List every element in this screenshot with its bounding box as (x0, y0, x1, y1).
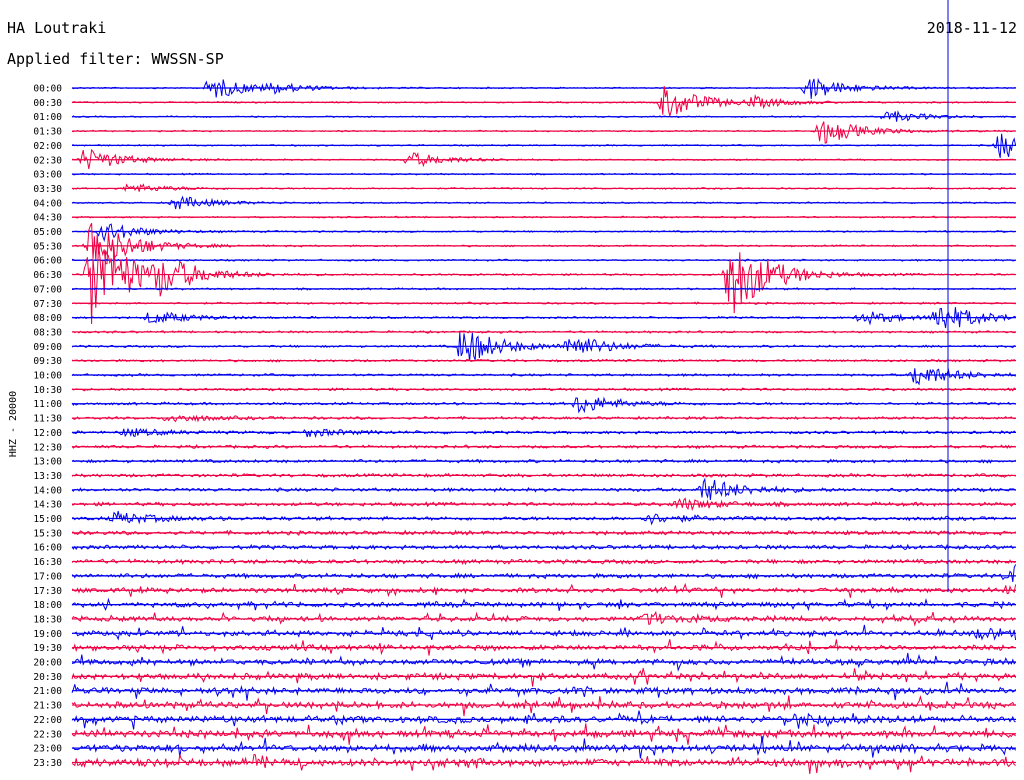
row-label: 19:30 (33, 643, 62, 654)
trace-row (71, 414, 1016, 423)
trace-row (71, 624, 1017, 641)
trace-row (71, 753, 1016, 775)
row-label: 22:00 (33, 715, 62, 726)
row-label: 18:30 (33, 614, 62, 625)
row-label: 00:30 (33, 98, 62, 109)
row-label: 09:00 (33, 342, 62, 353)
row-label: 01:30 (33, 127, 62, 138)
trace-row (71, 710, 1016, 730)
row-label: 20:00 (33, 658, 62, 669)
row-label: 02:30 (33, 155, 62, 166)
row-label: 10:00 (33, 371, 62, 382)
station-title: HA Loutraki (7, 19, 107, 37)
row-label: 05:00 (33, 227, 62, 238)
trace-row (71, 736, 1017, 759)
row-label: 21:30 (33, 701, 62, 712)
row-label: 20:30 (33, 672, 62, 683)
row-label: 10:30 (33, 385, 62, 396)
row-label: 05:30 (33, 241, 62, 252)
trace-row (71, 77, 1016, 99)
trace-row (71, 121, 1016, 144)
row-label: 15:30 (33, 528, 62, 539)
row-label: 06:00 (33, 256, 62, 267)
row-label: 16:30 (33, 557, 62, 568)
row-label: 08:30 (33, 327, 62, 338)
row-label: 11:00 (33, 399, 62, 410)
row-label: 14:30 (33, 500, 62, 511)
row-label: 03:00 (33, 170, 62, 181)
row-label: 02:00 (33, 141, 62, 152)
row-label: 04:00 (33, 198, 62, 209)
row-label: 23:00 (33, 744, 62, 755)
trace-row (71, 510, 1016, 526)
row-label: 12:00 (33, 428, 62, 439)
row-label: 17:30 (33, 586, 62, 597)
trace-row (71, 582, 1017, 598)
seismogram-traces (71, 77, 1017, 775)
trace-row (71, 667, 1017, 687)
row-label: 22:30 (33, 729, 62, 740)
date-label: 2018-11-12 (926, 19, 1017, 37)
trace-row (71, 367, 1016, 386)
row-label: 04:30 (33, 213, 62, 224)
row-label: 08:00 (33, 313, 62, 324)
trace-row (71, 681, 1017, 701)
trace-row (71, 497, 1016, 512)
row-label: 12:30 (33, 442, 62, 453)
row-label: 15:00 (33, 514, 62, 525)
row-label: 03:30 (33, 184, 62, 195)
row-label: 13:30 (33, 471, 62, 482)
row-label: 16:00 (33, 543, 62, 554)
row-label: 23:30 (33, 758, 62, 769)
row-label: 00:00 (33, 84, 62, 95)
trace-row (71, 222, 1016, 265)
row-label: 14:00 (33, 485, 62, 496)
trace-row (71, 307, 1016, 329)
trace-row (71, 243, 1016, 325)
trace-row (71, 694, 1016, 717)
row-label: 13:00 (33, 457, 62, 468)
row-label: 18:00 (33, 600, 62, 611)
time-axis-labels: 00:00 00:30 01:00 01:30 02:00 02:30 03:00 03:30… (33, 84, 62, 769)
row-label: 19:00 (33, 629, 62, 640)
row-label: 21:00 (33, 686, 62, 697)
trace-row (71, 85, 1016, 117)
row-label: 09:30 (33, 356, 62, 367)
trace-row (71, 223, 1016, 243)
trace-row (71, 564, 1017, 582)
row-label: 07:30 (33, 299, 62, 310)
filter-label: Applied filter: WWSSN-SP (7, 50, 224, 68)
trace-row (71, 396, 1016, 414)
row-label: 06:30 (33, 270, 62, 281)
row-label: 07:00 (33, 284, 62, 295)
row-label: 01:00 (33, 112, 62, 123)
row-label: 11:30 (33, 414, 62, 425)
row-label: 17:00 (33, 571, 62, 582)
